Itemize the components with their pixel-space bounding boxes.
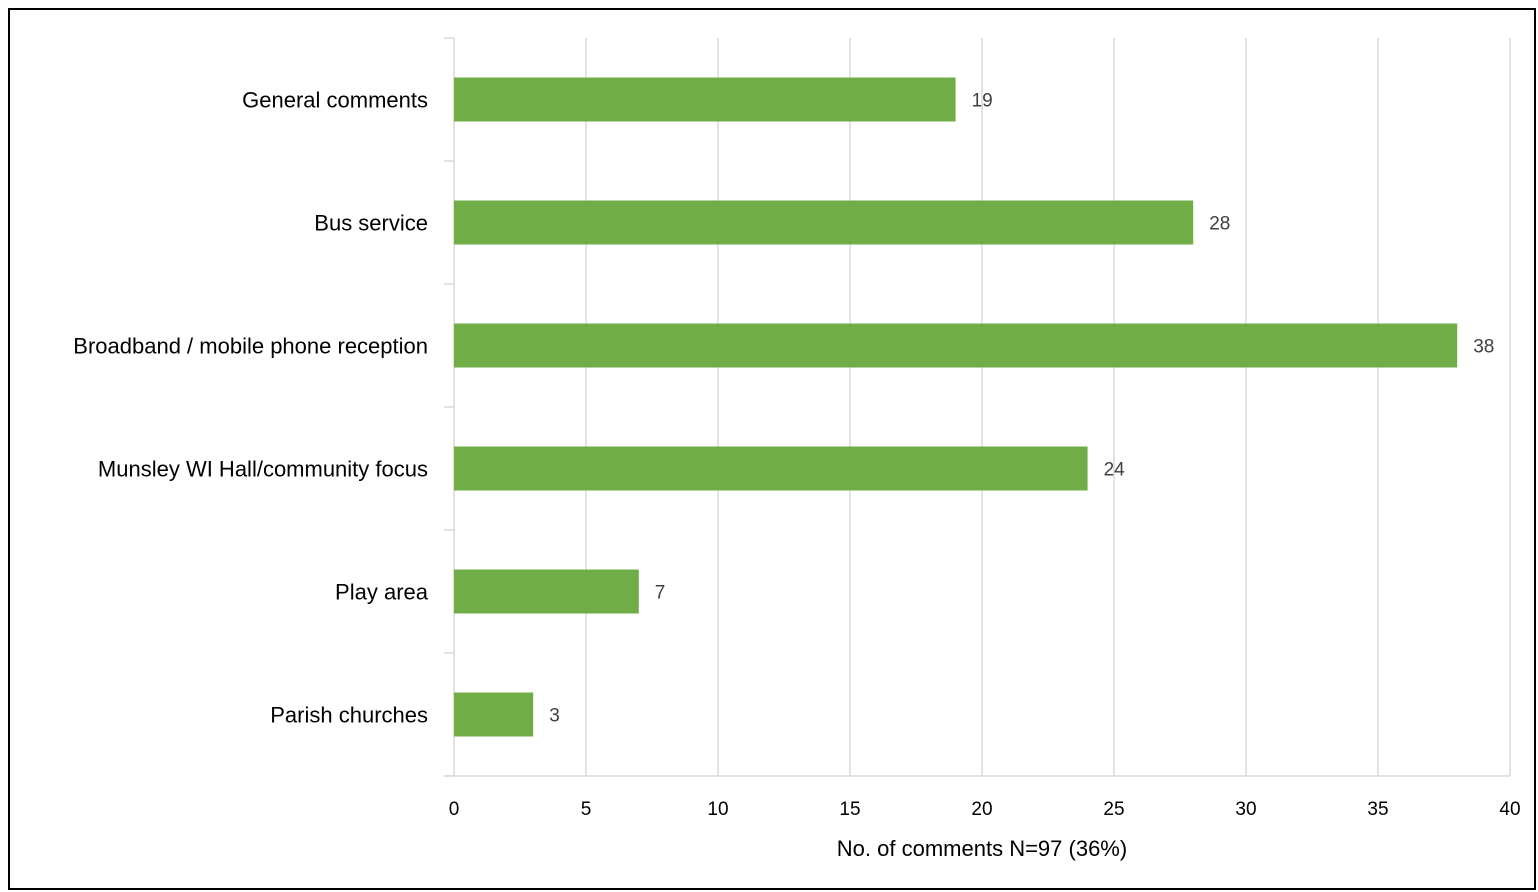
bar	[454, 446, 1088, 491]
x-tick-label: 10	[707, 799, 728, 820]
data-label: 3	[549, 706, 560, 727]
bar	[454, 323, 1458, 368]
data-label: 38	[1473, 337, 1494, 358]
data-label: 24	[1104, 460, 1126, 481]
category-label: Parish churches	[270, 703, 428, 728]
bar	[454, 569, 639, 614]
x-tick-label: 15	[839, 799, 860, 820]
category-label: Play area	[335, 580, 429, 605]
x-tick-label: 30	[1235, 799, 1256, 820]
x-tick-label: 25	[1103, 799, 1124, 820]
category-label: Bus service	[314, 211, 428, 236]
x-tick-label: 40	[1499, 799, 1520, 820]
bars	[454, 77, 1458, 737]
axes	[444, 37, 1510, 777]
bar	[454, 692, 534, 737]
x-tick-label: 35	[1367, 799, 1388, 820]
x-tick-label: 0	[449, 799, 460, 820]
bar	[454, 200, 1194, 245]
data-label: 7	[655, 583, 666, 604]
x-axis-title: No. of comments N=97 (36%)	[837, 836, 1127, 861]
category-labels: General comments Bus service Broadband / m…	[73, 88, 428, 728]
category-label: Munsley WI Hall/community focus	[98, 457, 428, 482]
x-tick-label: 20	[971, 799, 992, 820]
bar	[454, 77, 956, 122]
x-tick-label: 5	[581, 799, 592, 820]
category-label: Broadband / mobile phone reception	[73, 334, 428, 359]
data-label: 28	[1209, 214, 1230, 235]
data-labels: 19 28 38 24 7 3	[549, 91, 1494, 727]
gridlines	[585, 38, 1511, 776]
data-label: 19	[972, 91, 993, 112]
category-label: General comments	[242, 88, 428, 113]
x-tick-labels: 0 5 10 15 20 25 30 35 40	[449, 799, 1521, 820]
